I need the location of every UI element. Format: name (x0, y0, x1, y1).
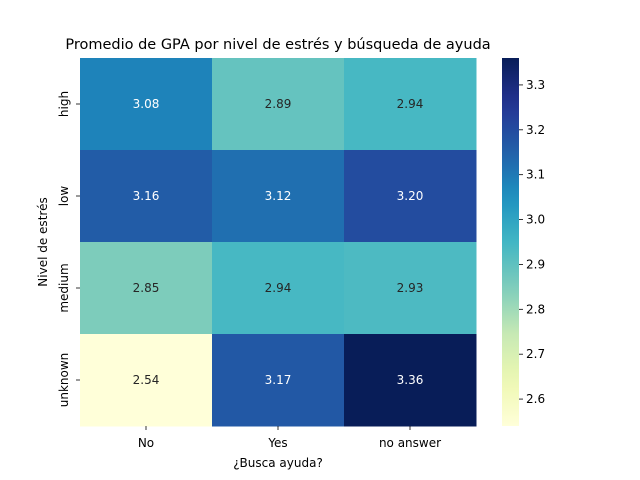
heatmap-cell (212, 242, 345, 335)
chart-title: Promedio de GPA por nivel de estrés y bú… (65, 37, 490, 53)
heatmap-cell (80, 334, 213, 427)
colorbar-tick-label: 3.0 (526, 213, 545, 227)
cell-value-label: 2.54 (133, 373, 160, 387)
colorbar (502, 58, 519, 426)
colorbar-tick-label: 3.2 (526, 123, 545, 137)
colorbar-tick-label: 2.6 (526, 392, 545, 406)
heatmap-cell-labels: 3.08 2.89 2.94 3.16 3.12 3.20 2.85 2.94 2.93 2.54… (133, 97, 424, 387)
heatmap-cell (212, 334, 345, 427)
heatmap-cell (212, 150, 345, 243)
heatmap-cell (80, 150, 213, 243)
heatmap-cell (344, 334, 477, 427)
y-tick-label: medium (57, 263, 71, 312)
cell-value-label: 3.16 (133, 189, 160, 203)
colorbar-tick-label: 3.1 (526, 168, 545, 182)
cell-value-label: 3.12 (265, 189, 292, 203)
cell-value-label: 3.36 (397, 373, 424, 387)
x-tick-label: no answer (379, 436, 441, 450)
y-tick-label: unknown (57, 353, 71, 408)
heatmap-cell (80, 242, 213, 335)
cell-value-label: 2.85 (133, 281, 160, 295)
cell-value-label: 2.94 (397, 97, 424, 111)
y-axis-ticks: high low medium unknown (57, 91, 80, 407)
x-axis-label: ¿Busca ayuda? (233, 456, 323, 470)
x-tick-label: No (138, 436, 154, 450)
cell-value-label: 2.94 (265, 281, 292, 295)
colorbar-tick-label: 2.7 (526, 347, 545, 361)
heatmap-cell (344, 150, 477, 243)
heatmap-cells (80, 58, 477, 427)
colorbar-tick-label: 2.8 (526, 302, 545, 316)
colorbar-tick-label: 3.3 (526, 78, 545, 92)
cell-value-label: 3.20 (397, 189, 424, 203)
cell-value-label: 2.93 (397, 281, 424, 295)
x-tick-label: Yes (267, 436, 287, 450)
cell-value-label: 3.17 (265, 373, 292, 387)
x-axis-ticks: No Yes no answer (138, 426, 441, 450)
heatmap-cell (212, 58, 345, 151)
cell-value-label: 2.89 (265, 97, 292, 111)
heatmap-cell (80, 58, 213, 151)
heatmap-cell (344, 242, 477, 335)
colorbar-ticks: 2.6 2.7 2.8 2.9 3.0 3.1 3.2 3.3 (519, 78, 545, 406)
colorbar-tick-label: 2.9 (526, 257, 545, 271)
y-axis-label: Nivel de estrés (36, 197, 50, 286)
y-tick-label: high (57, 91, 71, 117)
cell-value-label: 3.08 (133, 97, 160, 111)
y-tick-label: low (57, 186, 71, 207)
heatmap-cell (344, 58, 477, 151)
